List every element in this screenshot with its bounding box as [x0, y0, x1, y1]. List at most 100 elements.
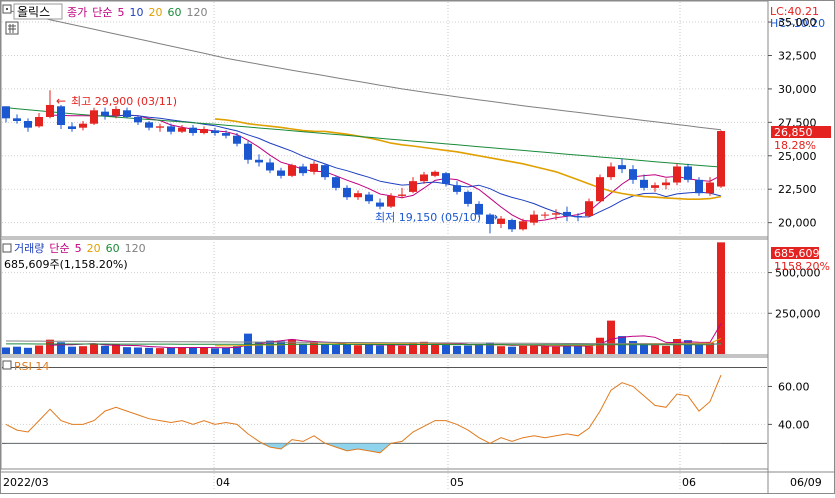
candle-body	[519, 221, 527, 230]
volume-bar	[299, 343, 307, 354]
legend-label: 종가	[67, 6, 87, 19]
candle-body	[90, 110, 98, 124]
candle-body	[24, 121, 32, 128]
grid-toggle-icon[interactable]	[5, 21, 19, 35]
rsi-tick-label: 60.00	[778, 380, 810, 393]
volume-bar	[585, 346, 593, 354]
volume-bar	[24, 347, 32, 354]
candle-body	[343, 187, 351, 198]
volume-bar	[453, 345, 461, 354]
candle-body	[101, 111, 109, 116]
price-ma-line-20	[214, 118, 722, 200]
volume-ma-line-60	[6, 342, 722, 346]
candle-body	[211, 130, 219, 134]
candle-body	[398, 194, 406, 196]
candle-body	[376, 202, 384, 207]
stock-name-box[interactable]	[13, 3, 63, 20]
volume-subtitle: 685,609주(1,158.20%)	[4, 258, 128, 271]
legend-label: 20	[87, 242, 101, 255]
rsi-title: RSI 14	[14, 360, 49, 373]
volume-bar	[222, 347, 230, 354]
volume-moving-averages	[6, 323, 722, 349]
candle-body	[178, 127, 186, 132]
rsi-oversold-fill	[6, 443, 721, 453]
max-price-annotation: 최고 29,900 (03/11)	[71, 95, 177, 108]
price-tick-label: 22,500	[778, 183, 817, 196]
volume-menu-icon[interactable]	[2, 243, 12, 253]
legend-label: 60	[168, 6, 182, 19]
candle-body	[420, 174, 428, 182]
legend-label: 120	[187, 6, 208, 19]
rsi-series	[5, 374, 722, 454]
volume-legend: 거래량 단순 5 20 60 120	[14, 242, 146, 255]
price-ma-line-120	[5, 9, 722, 131]
volume-bar	[46, 339, 54, 354]
volume-bar	[684, 340, 692, 354]
volume-bar	[134, 347, 142, 354]
volume-bar	[310, 342, 318, 354]
candle-body	[486, 214, 494, 224]
volume-ma-line-120	[6, 340, 721, 345]
candle-body	[299, 166, 307, 174]
volume-bar	[629, 340, 637, 354]
price-tick-label: 30,000	[778, 83, 817, 96]
volume-bar	[431, 343, 439, 354]
price-legend: 종가 단순 5 10 20 60 120	[67, 6, 208, 19]
hc-label: HC:-10.20	[770, 17, 825, 30]
volume-bar	[90, 343, 98, 354]
candle-body	[673, 166, 681, 183]
volume-bar	[651, 345, 659, 354]
volume-panel[interactable]	[0, 238, 769, 356]
time-label-end: 06/09	[790, 476, 822, 489]
volume-axis-ticks: 500,000 250,000	[768, 267, 821, 320]
candle-body	[68, 126, 76, 130]
price-tick-label: 25,000	[778, 150, 817, 163]
time-label-may: 05	[450, 476, 464, 489]
candle-body	[607, 166, 615, 178]
volume-tick-label: 500,000	[775, 267, 821, 280]
candle-body	[662, 182, 670, 186]
legend-label: 5	[75, 242, 82, 255]
candle-body	[332, 177, 340, 188]
volume-bar	[442, 345, 450, 354]
volume-bar	[189, 347, 197, 354]
min-price-annotation: 최저 19,150 (05/10)	[375, 211, 481, 224]
legend-label: 단순	[49, 242, 69, 255]
candle-body	[651, 185, 659, 188]
volume-bar	[123, 347, 131, 354]
volume-bar	[409, 342, 417, 354]
volume-bar	[398, 345, 406, 354]
candle-body	[365, 194, 373, 202]
price-tick-label: 35,000	[778, 16, 817, 29]
candle-body	[156, 126, 164, 128]
candle-body	[574, 215, 582, 218]
volume-bar	[464, 345, 472, 354]
rsi-panel[interactable]	[0, 356, 769, 470]
candle-body	[134, 116, 142, 123]
last-price-badge	[771, 126, 831, 138]
volume-change-rate: 1158.20%	[774, 260, 830, 273]
candle-body	[79, 123, 87, 128]
volume-bar	[211, 348, 219, 354]
candle-body	[684, 166, 692, 180]
candle-body	[145, 122, 153, 128]
legend-label: 거래량	[14, 242, 44, 255]
volume-bar	[343, 344, 351, 354]
candle-body	[695, 179, 703, 194]
volume-bar	[288, 339, 296, 354]
candle-body	[541, 214, 549, 216]
volume-bar	[79, 346, 87, 354]
rsi-menu-icon[interactable]	[2, 360, 12, 370]
last-price: 26,850	[774, 126, 813, 139]
last-volume: 685,609	[774, 247, 820, 260]
candle-body	[57, 106, 65, 126]
volume-bar	[35, 345, 43, 354]
volume-bar	[519, 345, 527, 354]
candle-body	[508, 219, 516, 230]
candle-body	[563, 211, 571, 216]
price-panel[interactable]	[0, 0, 769, 238]
candle-body	[552, 213, 560, 215]
price-tick-label: 32,500	[778, 49, 817, 62]
volume-bar	[321, 343, 329, 354]
